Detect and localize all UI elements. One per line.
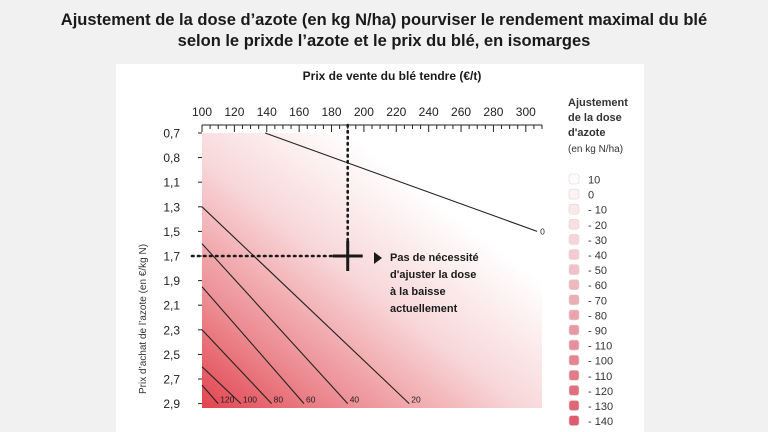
isomarge-line [201,286,305,404]
isomarge-label: 120 [220,395,234,405]
legend-swatch [568,219,580,230]
y-tick-label: 0,8 [163,151,180,165]
legend-swatch [568,249,580,260]
legend-label: - 100 [588,356,613,368]
y-tick-label: 0,7 [163,127,180,141]
x-tick-label: 260 [451,105,471,119]
isomarge-lines: 0 20 40 60 80 100 120 [201,132,545,405]
chart-title: Ajustement de la dose d’azote (en kg N/h… [0,10,768,52]
legend-label: - 20 [588,220,607,232]
y-tick-label: 2,7 [163,373,180,387]
legend-swatch [568,309,580,321]
legend-label: 0 [588,190,594,202]
legend-title-line-3: d'azote [568,127,605,139]
isomarge-line [201,366,242,404]
isomarge-label: 0 [540,226,545,236]
legend-swatch [568,203,580,215]
x-tick-label: 300 [516,105,536,119]
legend-label: - 40 [588,250,607,262]
annotation-line-1: Pas de nécessité [390,252,479,264]
y-tick-label: 1,3 [163,200,180,214]
x-tick-label: 140 [257,105,277,119]
isomarge-label: 40 [350,395,360,405]
y-tick-label: 1,7 [163,250,180,264]
annotation-line-2: d'ajuster la dose [390,269,476,281]
annotation-line-3: à la baisse [390,286,446,298]
y-axis: 0,7 0,8 1,1 1,3 1,5 1,7 1,9 2,1 2,3 2,5 2,7 2,9 [163,127,202,411]
legend-swatch [568,234,580,245]
legend-label: - 30 [588,235,607,247]
x-tick-label: 180 [322,105,342,119]
legend-label: - 120 [588,386,613,398]
legend-label: - 50 [588,265,607,277]
x-tick-label: 100 [192,105,212,119]
x-axis-title: Prix de vente du blé tendre (€/t) [303,69,482,83]
y-tick-label: 1,1 [163,176,180,190]
y-tick-label: 1,9 [163,274,180,288]
isomarge-label: 60 [306,395,316,405]
x-axis: 100 120 140 160 180 200 220 240 260 280 300 [192,105,543,132]
legend-items: 10 0 - 10 - 20 - 30 - 40 - 50 - 60 - 70 - 80 - 90 -… [568,173,613,428]
y-tick-label: 1,5 [163,225,180,239]
x-tick-label: 120 [224,105,244,119]
legend-swatch [568,264,580,275]
isomarge-label: 100 [243,395,257,405]
annotation-line-4: actuellement [390,303,458,315]
y-tick-label: 2,9 [163,397,180,411]
x-tick-label: 280 [483,105,503,119]
annotation-arrow-icon [374,252,382,264]
legend-swatch [568,415,580,426]
isomarge-line [264,132,538,232]
legend-label: - 90 [588,326,607,338]
chart-title-line-2: selon le prixde l’azote et le prix du bl… [177,32,591,50]
x-tick-label: 160 [289,105,309,119]
isomarge-line [201,329,273,404]
legend-label: - 60 [588,280,607,292]
y-tick-label: 2,1 [163,299,180,313]
y-tick-label: 2,3 [163,323,180,337]
isomarge-line [201,243,349,404]
legend-swatch [568,188,580,200]
legend-label: - 140 [588,416,613,428]
isomarge-label: 80 [274,395,284,405]
chart-title-line-1: Ajustement de la dose d’azote (en kg N/h… [60,11,708,29]
legend-swatch [568,385,580,396]
legend-swatch [568,173,580,185]
legend-label: 10 [588,175,600,187]
annotation: Pas de nécessité d'ajuster la dose à la … [374,252,479,315]
legend-swatch [568,369,580,381]
legend-title-line-2: de la dose [568,112,622,124]
isomarge-line [201,206,410,404]
legend-label: - 110 [588,341,612,353]
legend-swatch [568,279,580,290]
legend-label: - 110 [588,371,612,383]
x-tick-label: 200 [354,105,374,119]
legend-label: - 80 [588,310,607,322]
y-axis-title: Prix d’achat de l’azote (en €/kg N) [138,244,149,394]
y-tick-label: 2,5 [163,348,180,362]
plot-background [202,133,542,408]
legend-label: - 10 [588,205,607,217]
legend-title-line-1: Ajustement [568,97,628,109]
legend-swatch [568,400,580,411]
legend-label: - 130 [588,401,613,413]
legend-swatch [568,354,580,366]
reference-lines [190,123,363,271]
legend-swatch [568,294,580,306]
legend-label: - 70 [588,295,607,307]
chart-panel: 0 20 40 60 80 100 120 100 120 140 160 180 200 220 240… [116,64,644,432]
x-tick-label: 220 [386,105,406,119]
isomarge-line [201,384,219,404]
legend-swatch [568,339,580,351]
legend: Ajustement de la dose d'azote (en kg N/h… [568,97,628,428]
x-tick-label: 240 [419,105,439,119]
legend-subtitle: (en kg N/ha) [568,144,623,155]
isomarge-label: 20 [411,395,421,405]
legend-swatch [568,324,580,336]
